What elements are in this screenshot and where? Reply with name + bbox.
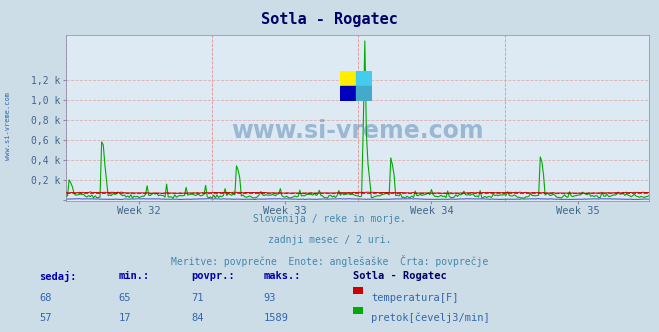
Text: 1589: 1589 — [264, 313, 289, 323]
Text: Meritve: povprečne  Enote: anglešaške  Črta: povprečje: Meritve: povprečne Enote: anglešaške Črt… — [171, 255, 488, 267]
Text: povpr.:: povpr.: — [191, 271, 235, 281]
Bar — [356, 71, 372, 86]
Text: min.:: min.: — [119, 271, 150, 281]
Text: 17: 17 — [119, 313, 131, 323]
Text: www.si-vreme.com: www.si-vreme.com — [231, 119, 484, 143]
Text: 93: 93 — [264, 293, 276, 303]
Text: 57: 57 — [40, 313, 52, 323]
Text: Sotla - Rogatec: Sotla - Rogatec — [353, 271, 446, 281]
Bar — [340, 71, 356, 86]
Text: temperatura[F]: temperatura[F] — [371, 293, 459, 303]
Text: 71: 71 — [191, 293, 204, 303]
Text: pretok[čevelj3/min]: pretok[čevelj3/min] — [371, 313, 490, 323]
Text: maks.:: maks.: — [264, 271, 301, 281]
Text: sedaj:: sedaj: — [40, 271, 77, 282]
Bar — [340, 86, 356, 101]
Text: Slovenija / reke in morje.: Slovenija / reke in morje. — [253, 214, 406, 224]
Text: www.si-vreme.com: www.si-vreme.com — [5, 92, 11, 160]
Text: zadnji mesec / 2 uri.: zadnji mesec / 2 uri. — [268, 235, 391, 245]
Bar — [356, 86, 372, 101]
Text: 65: 65 — [119, 293, 131, 303]
Text: 84: 84 — [191, 313, 204, 323]
Text: Sotla - Rogatec: Sotla - Rogatec — [261, 12, 398, 27]
Text: 68: 68 — [40, 293, 52, 303]
